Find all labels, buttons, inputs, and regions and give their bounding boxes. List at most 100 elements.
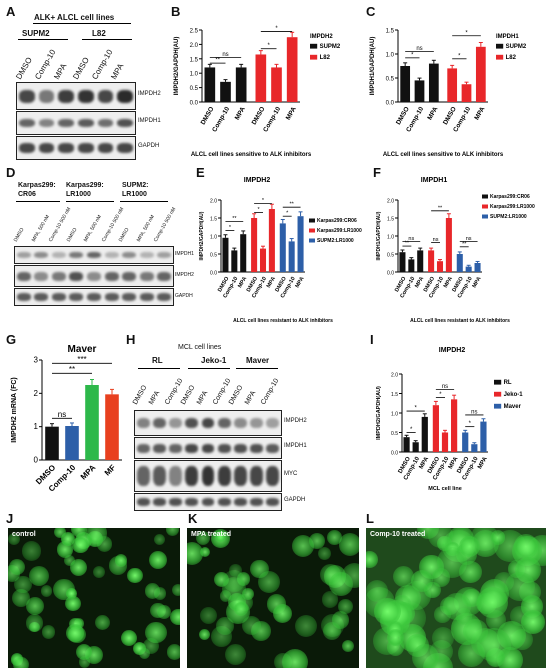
y-axis-label: IMPDH1/GAPDH(AU) (376, 211, 382, 260)
x-axis-label: ALCL cell lines sensitive to ALK inhibit… (191, 152, 312, 158)
y-tick-label: 0.0 (386, 101, 395, 107)
x-tick-label: MPA (426, 106, 439, 122)
blot-band (69, 251, 84, 259)
bar (428, 250, 435, 272)
fluorescent-cell (165, 528, 180, 536)
x-axis-label: ALCL cell lines resistant to ALK inhibit… (233, 318, 333, 324)
legend-swatch (482, 204, 488, 209)
blot-band (169, 443, 183, 453)
blot-band (233, 466, 247, 486)
fluorescent-cell (66, 588, 77, 599)
significance-label: * (267, 43, 270, 49)
legend-title: IMPDH2 (310, 34, 333, 40)
fluorescent-cell (215, 530, 227, 542)
x-tick-label: MPA (448, 456, 460, 471)
y-tick-label: 1.5 (210, 217, 217, 223)
fluorescent-cell (40, 585, 53, 597)
fluorescent-cell (148, 551, 167, 570)
panel-letter-a: A (6, 4, 16, 19)
panel-h-lane-label: MPA (243, 389, 258, 406)
bar (268, 209, 275, 272)
x-tick-label: MPA (419, 456, 431, 471)
blot-a-gapdh (16, 136, 136, 160)
blot-band (86, 293, 101, 301)
blot-band (136, 417, 150, 429)
fluorescent-cell (42, 625, 56, 639)
blot-band (16, 271, 31, 281)
blot-band (38, 89, 55, 103)
blot-band (217, 443, 231, 453)
chart-title: IMPDH2 (439, 347, 466, 354)
fluorescent-cell (28, 566, 49, 587)
significance-label: ** (462, 241, 467, 247)
y-tick-label: 1.5 (190, 57, 199, 63)
significance-label: ns (408, 236, 414, 242)
fluorescent-cell (171, 584, 180, 597)
fluorescent-cell (63, 554, 75, 566)
bar (408, 259, 415, 272)
chart-i: 0.00.51.01.52.0IMPDH2/GAPDH(AU)DMSOComp-… (376, 347, 524, 492)
blot-band (250, 466, 264, 486)
significance-label: ns (471, 409, 477, 415)
blot-band (97, 143, 114, 153)
panel-letter-j: J (6, 511, 14, 526)
blot-band (97, 89, 114, 103)
fluorescent-cell (341, 640, 354, 653)
blot-band (233, 498, 247, 506)
panel-h-lane-label: DMSO (227, 384, 245, 406)
significance-label: ns (222, 52, 228, 58)
legend-label: L82 (506, 55, 517, 61)
panel-h-lane-label: MPA (147, 389, 162, 406)
fluorescent-cell (70, 559, 88, 577)
blot-band (117, 118, 134, 128)
panel-a-row-label-1: IMPDH2 (138, 91, 161, 97)
panel-h-row-label-4: GAPDH (284, 497, 306, 503)
x-axis-label: MCL cell line (428, 486, 462, 492)
fluorescent-cell (366, 551, 378, 569)
significance-label: ** (405, 241, 410, 247)
x-tick-label: MPA (472, 276, 483, 289)
fluorescent-cell (221, 577, 246, 601)
blot-a-impdh2 (16, 82, 136, 110)
significance-label: * (458, 53, 461, 59)
legend-swatch (309, 228, 315, 233)
blot-band (38, 143, 55, 153)
legend-swatch (496, 43, 504, 49)
bar (414, 80, 425, 102)
blot-band (86, 271, 101, 281)
bar (474, 263, 481, 272)
significance-label: * (257, 207, 260, 213)
fluorescent-cell (329, 572, 354, 597)
panel-h-row-label-2: IMPDH1 (284, 443, 307, 449)
fluorescent-cell (216, 617, 234, 635)
y-tick-label: 1.0 (210, 235, 217, 241)
legend-label: SUPM2 (320, 44, 341, 50)
fluorescent-cell (424, 581, 441, 599)
fluorescent-cell (8, 533, 21, 546)
legend-title: IMPDH1 (496, 34, 519, 40)
bar (85, 385, 99, 460)
fluorescent-cell (411, 643, 439, 668)
blot-band (58, 143, 75, 153)
x-tick-label: MPA (234, 106, 247, 122)
legend-label: Jeko-1 (504, 392, 524, 398)
fluorescent-cell (491, 530, 506, 545)
bar (465, 266, 472, 272)
bar (428, 63, 439, 102)
x-tick-label: DMSO (200, 106, 216, 126)
significance-label: ** (232, 216, 237, 222)
legend-label: SUPM2:LR1000 (317, 238, 354, 244)
blot-a-impdh1 (16, 111, 136, 135)
bar (231, 250, 238, 272)
blot-band (157, 251, 172, 259)
blot-band (201, 417, 215, 429)
micrograph-comp10: Comp-10 treated (366, 528, 546, 668)
significance-label: * (465, 30, 468, 36)
blot-band (51, 251, 66, 259)
blot-band (152, 417, 166, 429)
blot-band (233, 443, 247, 453)
bar (447, 68, 458, 102)
significance-label: ns (442, 384, 448, 390)
fluorescent-cell (318, 546, 332, 560)
